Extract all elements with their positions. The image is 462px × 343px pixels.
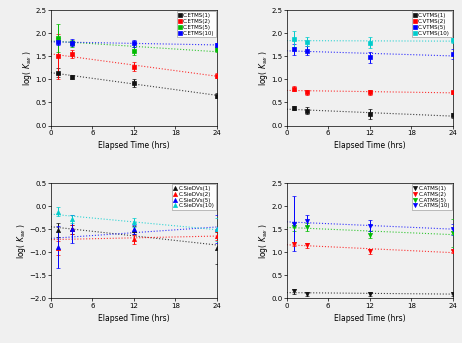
Y-axis label: log( $K_{sw}$ ): log( $K_{sw}$ ) [15, 223, 28, 259]
X-axis label: Elapsed Time (hrs): Elapsed Time (hrs) [334, 314, 406, 323]
X-axis label: Elapsed Time (hrs): Elapsed Time (hrs) [334, 141, 406, 150]
X-axis label: Elapsed Time (hrs): Elapsed Time (hrs) [98, 141, 170, 150]
Y-axis label: log( $K_{sw}$ ): log( $K_{sw}$ ) [257, 50, 270, 86]
Legend: C.ATMS(1), C.ATMS(2), C.ATMS(5), C.ATMS(10): C.ATMS(1), C.ATMS(2), C.ATMS(5), C.ATMS(… [413, 184, 452, 210]
X-axis label: Elapsed Time (hrs): Elapsed Time (hrs) [98, 314, 170, 323]
Legend: C.ETMS(1), C.ETMS(2), C.ETMS(5), C.ETMS(10): C.ETMS(1), C.ETMS(2), C.ETMS(5), C.ETMS(… [176, 11, 216, 37]
Legend: C.VTMS(1), C.VTMS(2), C.VTMS(5), C.VTMS(10): C.VTMS(1), C.VTMS(2), C.VTMS(5), C.VTMS(… [412, 11, 452, 37]
Legend: C.SieDVs(1), C.SieDVs(2), C.SieDVs(5), C.SieDVs(10): C.SieDVs(1), C.SieDVs(2), C.SieDVs(5), C… [172, 184, 216, 210]
Y-axis label: log( $K_{sw}$ ): log( $K_{sw}$ ) [21, 50, 34, 86]
Y-axis label: log( $K_{sw}$ ): log( $K_{sw}$ ) [257, 223, 270, 259]
